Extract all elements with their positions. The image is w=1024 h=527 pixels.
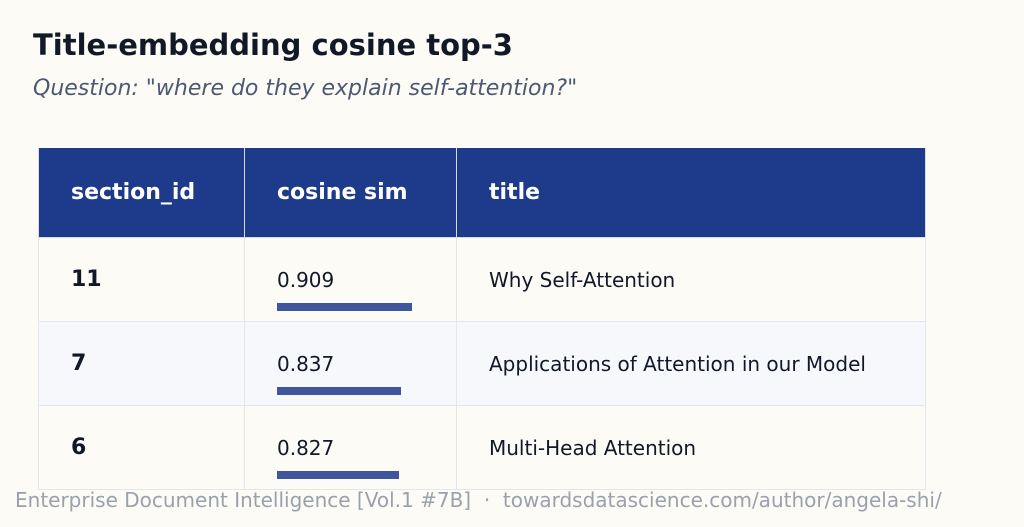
cosine-bar	[277, 387, 401, 395]
cosine-value: 0.909	[277, 268, 335, 292]
section-id: 6	[38, 405, 245, 490]
footer: Enterprise Document Intelligence [Vol.1 …	[15, 488, 942, 512]
section-id: 11	[38, 237, 245, 322]
question: Question: "where do they explain self-at…	[33, 76, 578, 101]
cosine-value: 0.827	[277, 436, 335, 460]
results-table: section_id cosine sim title 11 0.909 Why S…	[38, 148, 926, 490]
cosine-cell: 0.837	[244, 321, 457, 406]
cosine-cell: 0.827	[244, 405, 457, 490]
cosine-bar	[277, 471, 400, 479]
section-id: 7	[38, 321, 245, 406]
column-header: cosine sim	[244, 148, 457, 238]
section-title: Why Self-Attention	[456, 237, 926, 322]
table-row: 11 0.909 Why Self-Attention	[38, 237, 926, 322]
section-title: Multi-Head Attention	[456, 405, 926, 490]
column-header: section_id	[38, 148, 245, 238]
table-row: 7 0.837 Applications of Attention in our M…	[38, 321, 926, 406]
header-row: section_id cosine sim title	[38, 148, 926, 238]
table-row: 6 0.827 Multi-Head Attention	[38, 405, 926, 490]
cosine-bar	[277, 303, 412, 311]
title: Title-embedding cosine top-3	[33, 28, 513, 62]
column-header: title	[456, 148, 926, 238]
section-title: Applications of Attention in our Model	[456, 321, 926, 406]
cosine-value: 0.837	[277, 352, 335, 376]
cosine-cell: 0.909	[244, 237, 457, 322]
